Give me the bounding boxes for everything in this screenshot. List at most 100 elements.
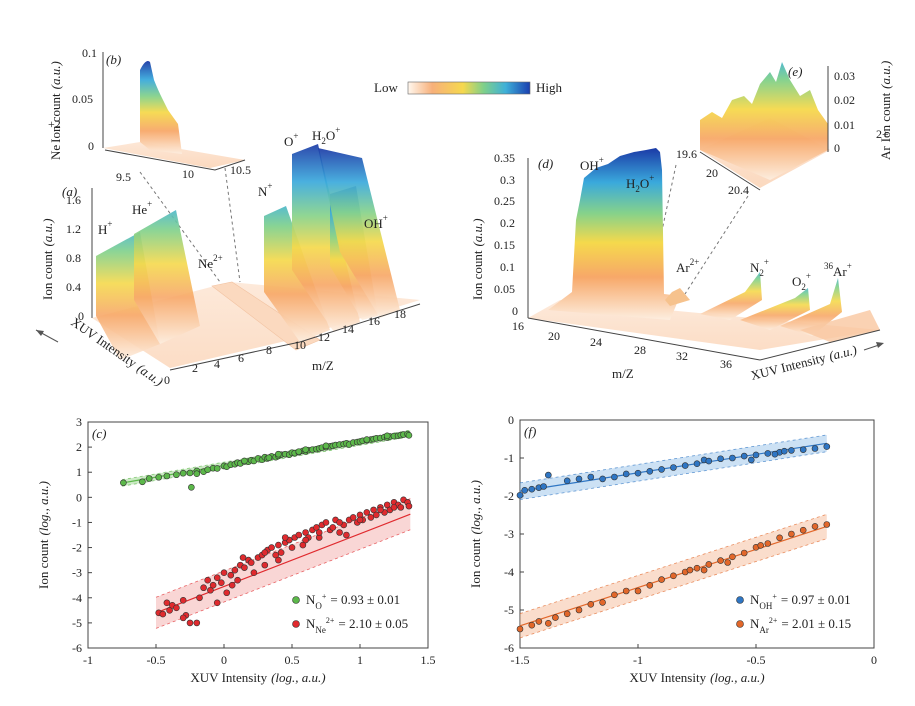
panel-d-ylabel: Ion count (a.u.) (470, 218, 485, 300)
panel-a-ylabel: Ion count (a.u.) (40, 218, 55, 300)
panel-d-ytick-0.15: 0.15 (494, 238, 515, 252)
panel-d-peak-ar2 (665, 288, 690, 306)
panel-e-guide-right (684, 195, 749, 295)
panel-c-data-point (241, 564, 248, 571)
panel-f-data-point (729, 454, 736, 462)
panel-d-ylabel-text: Ion count (470, 250, 485, 300)
panel-f-legend-marker (736, 596, 744, 604)
panel-c-data-point (204, 576, 211, 584)
panel-c-data-point (370, 506, 377, 514)
panel-c-band-lower (121, 436, 411, 487)
panel-f-data-point (740, 549, 748, 557)
panel-c-data-point (217, 579, 225, 587)
panel-f-data-point (670, 464, 677, 471)
svg-text:ArIon count(a.u.): Ar Ion count (a.u.) (878, 61, 893, 160)
panel-d-peak-oh-h2o (548, 148, 680, 320)
panel-c-legend-marker (292, 620, 300, 628)
panel-d-ytick-0.2: 0.2 (500, 216, 515, 230)
panel-f-data-point (545, 471, 552, 479)
panel-d-peak-n2 (700, 272, 762, 320)
panel-c-data-point (220, 569, 228, 576)
panel-d-xtick-16: 16 (512, 319, 524, 333)
panel-d-depth-arrowhead (876, 342, 884, 348)
panel-f-data-point (552, 614, 559, 621)
panel-d-xlabel: m/Z (612, 366, 634, 381)
panel-f-data-point (646, 581, 654, 589)
panel-f-data-point (622, 470, 630, 478)
panel-c-series-0 (120, 429, 413, 491)
panel-a-ylabel-text: Ion count (40, 250, 55, 300)
panel-c-data-point (204, 466, 211, 474)
panel-a-ytick-1.2: 1.2 (66, 222, 81, 236)
panel-c-data-point (207, 586, 214, 594)
panel-f-data-point (575, 606, 583, 614)
panel-c-ytick-label: 1 (76, 465, 82, 479)
panel-a-xtick-14: 14 (342, 322, 354, 336)
panel-c-data-point (390, 504, 398, 511)
panel-b-x-axis (104, 149, 246, 171)
panel-b-ytick-0: 0 (88, 139, 94, 153)
panel-b-ytick-0.05: 0.05 (72, 92, 93, 106)
panel-b-guide-right (224, 167, 241, 283)
panel-d-peak-o2 (740, 288, 810, 330)
panel-e-surface (700, 62, 828, 180)
panel-f-data-point (729, 553, 736, 561)
panel-a-xtick-2: 2 (192, 361, 198, 375)
panel-b-ylabel: Ne Ion count (a.u.) (48, 61, 63, 160)
panel-c-data-point (329, 524, 337, 531)
panel-c-ytick-label: 2 (76, 440, 82, 454)
panel-f-data-point (599, 475, 606, 483)
panel-c-data-point (173, 604, 180, 612)
panel-c-data-point (315, 529, 323, 536)
panel-f-ytick-label: -1 (504, 451, 514, 465)
panel-f-data-point (575, 475, 583, 483)
panel-c-xlabel: XUV Intensity (log., a.u.) (190, 670, 325, 685)
panel-a-depth-arrowhead (36, 330, 44, 336)
panel-c-data-point (193, 619, 201, 627)
panel-b-guide-left (139, 171, 221, 283)
panel-c-data-point (265, 454, 273, 461)
panel-f-data-point (764, 540, 772, 547)
panel-f-data-point (516, 491, 524, 499)
panel-f-data-point (823, 443, 831, 450)
panel-c-data-point (281, 534, 289, 541)
panel-f-ytick-label: -3 (504, 527, 514, 541)
panel-c-ylabel: Ion count(log., a.u.) (36, 481, 51, 589)
panel-c-data-point (188, 483, 195, 491)
panel-f-data-point (700, 566, 708, 574)
panel-c-xtick-label: 1 (357, 653, 363, 667)
label-h-plus: H+ (98, 219, 112, 237)
panel-e-xtick-20.4: 20.4 (728, 183, 749, 197)
panel-f-band-upper (519, 434, 827, 484)
panel-c-data-point (275, 450, 282, 458)
panel-c-data-point (196, 594, 203, 602)
panel-c-ytick-label: 3 (76, 415, 82, 429)
panel-c-data-point (275, 541, 282, 549)
panel-e-ylabel-count: Ion count (878, 92, 893, 142)
panel-f-data-point (563, 477, 571, 485)
panel-f-data-point (764, 450, 772, 457)
panel-f-data-point (788, 530, 795, 538)
label-n-plus: N+ (258, 181, 272, 199)
panel-c-legend-label: NO+ = 0.93 ± 0.01 (306, 592, 400, 611)
panel-d-floor-ridges (800, 310, 880, 342)
panel-c-data-point (139, 478, 146, 486)
panel-e-xtick-19.6: 19.6 (676, 147, 697, 161)
panel-c-data-point (322, 442, 330, 450)
panel-f-data-point (516, 625, 524, 633)
panel-c-xtick-label: 0.5 (285, 653, 300, 667)
panel-c-data-point (155, 473, 163, 481)
panel-f-data-point (776, 534, 783, 542)
panel-a: (a) 1.6 1.2 0.8 0.4 0 Ion count(a.u.) 0 … (35, 125, 421, 389)
panel-a-ytick-0.4: 0.4 (66, 280, 81, 294)
panel-f-data-point (545, 619, 552, 627)
panel-c-data-point (261, 549, 269, 556)
panel-c-data-point (397, 504, 405, 511)
panel-c-data-point (179, 614, 187, 622)
panel-c-data-point (159, 610, 167, 618)
panel-c-legend-label: NNe2+ = 2.10 ± 0.05 (306, 616, 408, 635)
panel-f-ytick-label: -6 (504, 641, 514, 655)
panel-d: (d) 0.35 0.3 0.25 0.2 0.15 0.1 0.05 0 Io… (470, 148, 884, 383)
panel-c-ytick-label: -4 (72, 591, 82, 605)
panel-f-xtick-label: -1 (633, 653, 643, 667)
